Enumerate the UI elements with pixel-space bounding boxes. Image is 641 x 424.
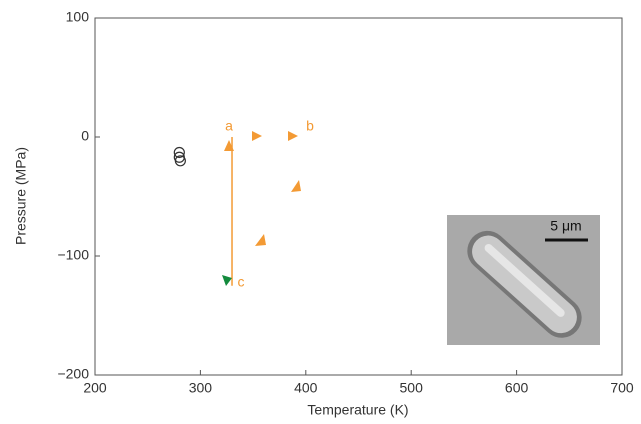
x-tick-label: 300 xyxy=(189,380,213,396)
x-tick-label: 200 xyxy=(83,380,107,396)
arrowhead xyxy=(224,140,234,151)
arrowhead xyxy=(291,180,301,192)
arrowhead xyxy=(288,131,298,141)
x-tick-label: 400 xyxy=(294,380,318,396)
plot-frame xyxy=(94,17,623,376)
y-tick-label: −200 xyxy=(57,366,89,382)
annotation: b xyxy=(306,118,314,134)
x-tick-label: 500 xyxy=(400,380,424,396)
x-tick-label: 600 xyxy=(505,380,529,396)
y-tick-label: 100 xyxy=(66,9,90,25)
data-point xyxy=(173,146,185,159)
plot-area xyxy=(173,137,233,286)
arrowhead xyxy=(252,131,262,141)
y-tick-label: 0 xyxy=(81,128,89,144)
x-tick-label: 700 xyxy=(610,380,634,396)
scale-label: 5 μm xyxy=(550,218,581,234)
y-axis-label: Pressure (MPa) xyxy=(13,147,29,245)
annotation: c xyxy=(238,274,245,290)
arrowhead xyxy=(222,275,232,286)
inset-image: 5 μm xyxy=(447,215,600,345)
y-tick-label: −100 xyxy=(57,247,89,263)
data-point xyxy=(174,155,186,167)
arrowhead xyxy=(255,234,266,246)
x-axis-label: Temperature (K) xyxy=(307,402,408,418)
annotation: a xyxy=(225,118,233,134)
